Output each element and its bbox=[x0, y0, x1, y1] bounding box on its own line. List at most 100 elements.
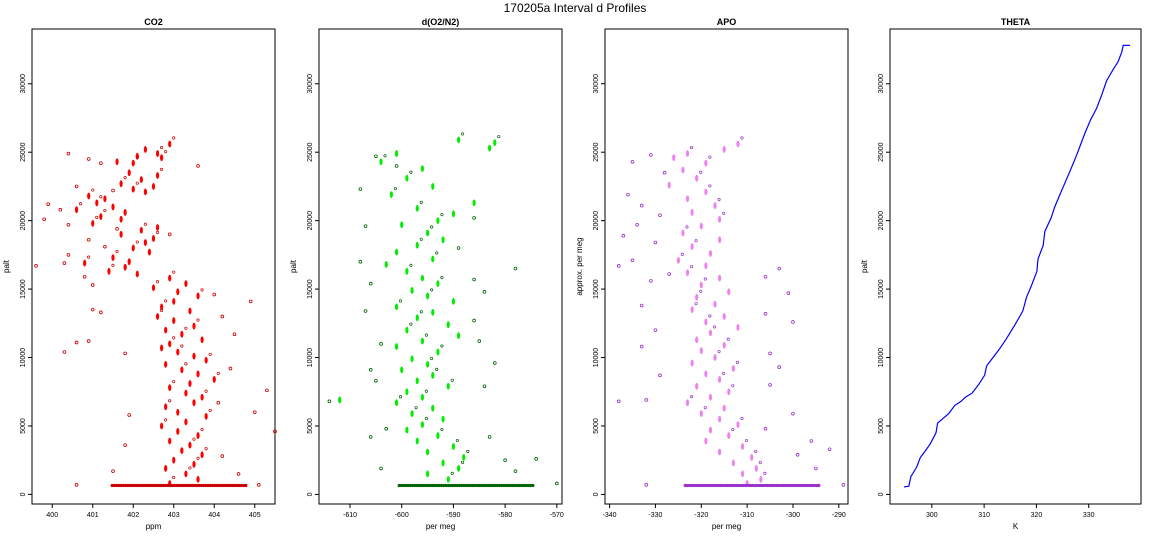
scatter-point-surface bbox=[164, 483, 168, 488]
scatter-point-outlier bbox=[763, 426, 768, 431]
scatter-point-outlier bbox=[482, 384, 487, 389]
scatter-point bbox=[192, 352, 196, 360]
y-tick-label: 25000 bbox=[20, 142, 27, 162]
scatter-point bbox=[74, 206, 79, 214]
scatter-point bbox=[699, 347, 703, 355]
scatter-point bbox=[708, 314, 712, 318]
scatter-point bbox=[180, 344, 184, 348]
scatter-point-surface bbox=[730, 483, 734, 488]
theta-profile-line bbox=[904, 44, 1130, 488]
scatter-point bbox=[461, 132, 465, 136]
scatter-point bbox=[188, 441, 192, 449]
scatter-point-surface bbox=[435, 483, 439, 488]
x-tick-label: 300 bbox=[926, 512, 938, 519]
scatter-point bbox=[726, 337, 730, 341]
scatter-point bbox=[184, 389, 188, 397]
x-axis-label: ppm bbox=[146, 522, 162, 531]
scatter-point bbox=[419, 310, 423, 314]
scatter-point-surface bbox=[520, 483, 524, 488]
scatter-point bbox=[394, 303, 399, 311]
scatter-point bbox=[99, 213, 103, 220]
scatter-point-surface bbox=[714, 483, 718, 488]
scatter-point-surface bbox=[439, 483, 444, 488]
scatter-point-surface bbox=[112, 483, 117, 488]
scatter-point-surface bbox=[493, 483, 497, 488]
scatter-point-surface bbox=[504, 483, 508, 488]
scatter-point bbox=[172, 270, 176, 274]
scatter-point-surface bbox=[453, 483, 457, 488]
scatter-point-surface bbox=[466, 483, 470, 488]
scatter-point-outlier bbox=[472, 277, 476, 282]
scatter-point-surface bbox=[406, 483, 410, 488]
scatter-point bbox=[414, 406, 418, 410]
scatter-point-outlier bbox=[534, 457, 538, 461]
scatter-point bbox=[147, 248, 152, 256]
scatter-point bbox=[200, 336, 204, 344]
scatter-point-outlier bbox=[363, 309, 368, 313]
scatter-point-outlier bbox=[103, 244, 107, 249]
scatter-point-outlier bbox=[123, 351, 127, 356]
scatter-point-surface bbox=[159, 483, 163, 488]
scatter-point-outlier bbox=[368, 435, 373, 439]
scatter-point bbox=[708, 250, 713, 257]
scatter-point bbox=[160, 303, 164, 311]
scatter-point bbox=[430, 356, 434, 360]
scatter-point-surface bbox=[812, 483, 816, 488]
panel-title: APO bbox=[717, 17, 737, 27]
scatter-point-outlier bbox=[265, 388, 269, 393]
scatter-point-outlier bbox=[827, 447, 832, 452]
scatter-point-surface bbox=[710, 483, 714, 488]
scatter-point bbox=[708, 393, 713, 401]
scatter-point bbox=[192, 437, 196, 441]
scatter-point bbox=[685, 399, 690, 407]
scatter-point bbox=[420, 421, 425, 429]
scatter-point-surface bbox=[462, 483, 466, 488]
scatter-point-surface bbox=[694, 483, 698, 488]
scatter-point bbox=[699, 222, 703, 230]
scatter-point-surface bbox=[526, 483, 530, 488]
scatter-point bbox=[754, 449, 758, 454]
scatter-point bbox=[135, 181, 139, 185]
scatter-point-outlier bbox=[639, 303, 644, 308]
scatter-point-surface bbox=[413, 483, 417, 488]
scatter-point bbox=[708, 155, 712, 159]
y-tick-label: 20000 bbox=[593, 211, 600, 231]
plot-frame bbox=[31, 28, 276, 505]
scatter-point-surface bbox=[777, 483, 781, 488]
scatter-point bbox=[466, 449, 470, 454]
scatter-point-surface bbox=[803, 483, 808, 488]
scatter-point bbox=[431, 371, 435, 379]
scatter-point-surface bbox=[177, 483, 181, 488]
scatter-point bbox=[151, 183, 156, 190]
scatter-point bbox=[689, 265, 694, 269]
scatter-point-surface bbox=[799, 483, 803, 488]
scatter-point-surface bbox=[513, 483, 517, 488]
scatter-point-surface bbox=[797, 483, 801, 488]
scatter-point bbox=[172, 336, 176, 340]
y-tick-label: 0 bbox=[20, 492, 27, 496]
scatter-point-surface bbox=[404, 483, 408, 488]
scatter-point bbox=[690, 359, 694, 367]
scatter-point bbox=[689, 395, 694, 399]
scatter-point bbox=[164, 326, 168, 334]
scatter-point bbox=[384, 261, 388, 268]
scatter-point-surface bbox=[244, 483, 248, 488]
scatter-point-surface bbox=[790, 483, 794, 488]
y-axis-label: approx. per meg bbox=[575, 237, 584, 295]
scatter-point bbox=[123, 176, 127, 180]
scatter-point-surface bbox=[788, 483, 792, 488]
scatter-point-outlier bbox=[513, 469, 518, 473]
scatter-point-surface bbox=[186, 483, 190, 488]
scatter-point bbox=[699, 289, 703, 293]
scatter-point bbox=[740, 470, 745, 478]
scatter-point bbox=[667, 181, 671, 189]
scatter-point bbox=[91, 219, 95, 227]
scatter-point bbox=[736, 140, 740, 148]
scatter-point-outlier bbox=[42, 217, 46, 222]
scatter-point-surface bbox=[488, 483, 493, 488]
scatter-point-outlier bbox=[763, 311, 768, 316]
scatter-point bbox=[131, 244, 135, 252]
panel-title: THETA bbox=[1001, 17, 1031, 27]
scatter-point bbox=[176, 348, 180, 356]
scatter-point bbox=[425, 229, 430, 237]
